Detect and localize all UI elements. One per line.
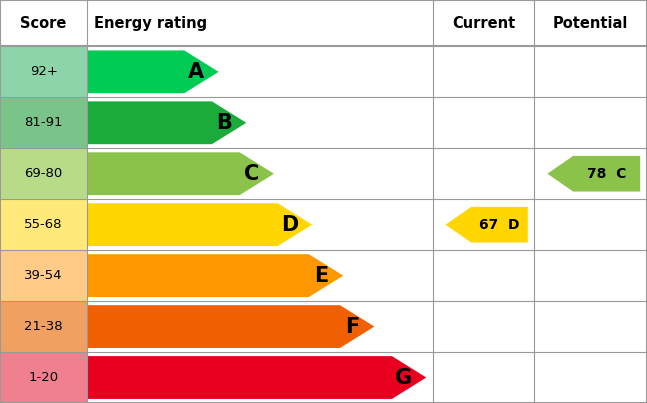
Text: Score: Score: [21, 16, 67, 31]
Bar: [87, 250, 647, 301]
Bar: [0, 301, 87, 352]
Text: D: D: [281, 215, 298, 235]
Bar: [87, 301, 647, 352]
Text: E: E: [314, 266, 328, 286]
Text: 92+: 92+: [30, 65, 58, 78]
Bar: [87, 46, 647, 97]
Text: 21-38: 21-38: [25, 320, 63, 333]
Text: G: G: [395, 368, 413, 388]
Bar: [87, 148, 647, 199]
Text: A: A: [188, 62, 204, 82]
Bar: [0, 352, 87, 403]
Text: 55-68: 55-68: [25, 218, 63, 231]
Text: 67  D: 67 D: [479, 218, 520, 232]
Text: B: B: [216, 113, 232, 133]
Polygon shape: [87, 102, 247, 144]
Polygon shape: [87, 356, 426, 399]
Text: C: C: [244, 164, 259, 184]
Bar: [0, 148, 87, 199]
Text: 1-20: 1-20: [28, 371, 59, 384]
Polygon shape: [87, 254, 343, 297]
Text: F: F: [345, 317, 359, 337]
Bar: [0, 250, 87, 301]
Polygon shape: [446, 207, 528, 243]
Text: Potential: Potential: [553, 16, 628, 31]
Bar: [87, 199, 647, 250]
Text: Current: Current: [452, 16, 515, 31]
Bar: [87, 352, 647, 403]
Bar: [0, 97, 87, 148]
Text: 81-91: 81-91: [25, 116, 63, 129]
Text: 39-54: 39-54: [25, 269, 63, 282]
Polygon shape: [547, 156, 640, 191]
Text: 69-80: 69-80: [25, 167, 63, 180]
Polygon shape: [87, 203, 312, 246]
Text: Energy rating: Energy rating: [94, 16, 207, 31]
Polygon shape: [87, 152, 274, 195]
Polygon shape: [87, 305, 375, 348]
Bar: [87, 97, 647, 148]
Text: 78  C: 78 C: [587, 167, 626, 181]
Polygon shape: [87, 50, 219, 93]
Bar: [0, 199, 87, 250]
Bar: [0, 46, 87, 97]
